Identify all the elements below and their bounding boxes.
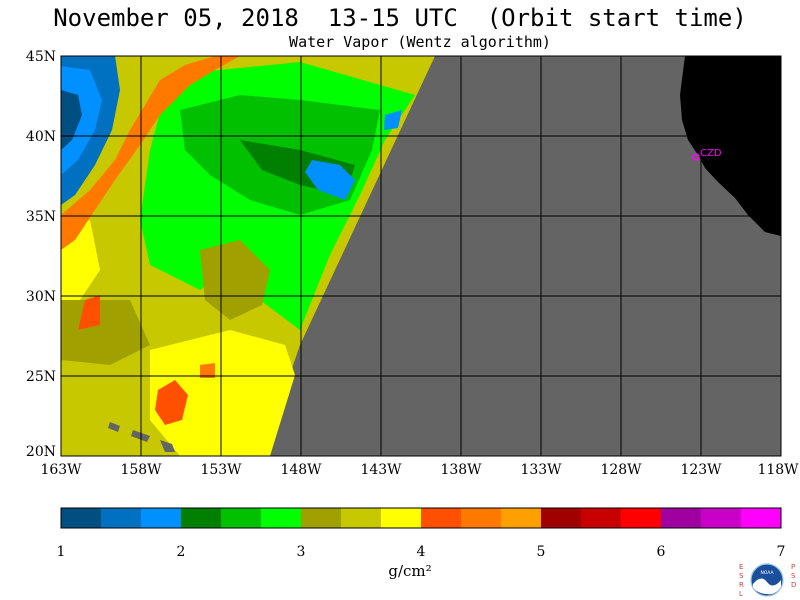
- colorbar-swatch: [181, 508, 222, 528]
- colorbar: [61, 508, 782, 528]
- lon-label: 153W: [200, 462, 242, 478]
- lon-labels: 163W 158W 153W 148W 143W 138W 133W 128W …: [40, 462, 799, 478]
- swath-orange-patch: [155, 380, 188, 425]
- grid-lines: [61, 56, 781, 456]
- lon-label: 133W: [520, 462, 562, 478]
- colorbar-border: [60, 507, 782, 529]
- colorbar-swatch: [421, 508, 462, 528]
- svg-text:L: L: [739, 590, 743, 598]
- map-field: [61, 56, 781, 456]
- swath-orange-band: [61, 56, 240, 250]
- colorbar-swatch: [381, 508, 422, 528]
- colorbar-tick-label: 6: [657, 544, 666, 560]
- colorbar-tick-label: 3: [297, 544, 306, 560]
- lon-label: 143W: [360, 462, 402, 478]
- lon-label: 128W: [600, 462, 642, 478]
- svg-text:D: D: [791, 581, 796, 589]
- colorbar-swatch: [741, 508, 782, 528]
- colorbar-swatch: [581, 508, 622, 528]
- swath-blue-patch-small: [384, 110, 402, 130]
- station-label: CZD: [700, 148, 722, 159]
- map-border: [60, 55, 782, 457]
- colorbar-unit: g/cm²: [388, 562, 432, 580]
- colorbar-swatch: [61, 508, 102, 528]
- colorbar-tick-label: 1: [57, 544, 66, 560]
- colorbar-swatch: [621, 508, 662, 528]
- lon-label: 163W: [40, 462, 82, 478]
- lat-label: 35N: [26, 209, 56, 225]
- colorbar-tick-label: 2: [177, 544, 186, 560]
- colorbar-swatch: [541, 508, 582, 528]
- svg-text:NOAA: NOAA: [760, 570, 774, 576]
- land-california: [680, 56, 781, 236]
- colorbar-ticks: 1 2 3 4 5 6 7: [57, 544, 786, 560]
- swath-yellow: [150, 330, 295, 456]
- svg-text:S: S: [791, 572, 796, 580]
- lat-label: 30N: [26, 289, 56, 305]
- map-subtitle: Water Vapor (Wentz algorithm): [289, 33, 551, 51]
- lon-label: 118W: [757, 462, 799, 478]
- map-title: November 05, 2018 13-15 UTC (Orbit start…: [53, 4, 747, 32]
- swath-blue-patch: [305, 160, 355, 200]
- svg-text:R: R: [739, 581, 744, 589]
- lon-label: 123W: [680, 462, 722, 478]
- station-circle: [692, 153, 700, 161]
- lat-label: 25N: [26, 369, 56, 385]
- lat-label: 20N: [26, 444, 56, 460]
- colorbar-swatch: [101, 508, 142, 528]
- lon-label: 158W: [120, 462, 162, 478]
- colorbar-tick-label: 4: [417, 544, 426, 560]
- colorbar-swatch: [141, 508, 182, 528]
- colorbar-swatch: [301, 508, 342, 528]
- lat-labels: 45N 40N 35N 30N 25N 20N: [26, 49, 56, 460]
- lat-label: 45N: [26, 49, 56, 65]
- swath-olive: [200, 240, 270, 320]
- colorbar-swatch: [341, 508, 382, 528]
- colorbar-swatch: [501, 508, 542, 528]
- colorbar-tick-label: 5: [537, 544, 546, 560]
- lat-label: 40N: [26, 129, 56, 145]
- station-marker: CZD: [692, 148, 722, 161]
- svg-text:P: P: [791, 563, 795, 571]
- svg-text:S: S: [739, 572, 744, 580]
- colorbar-swatch: [661, 508, 702, 528]
- swath-orange-patch-3: [200, 363, 215, 378]
- swath-dry-deep: [61, 90, 82, 150]
- colorbar-swatch: [261, 508, 302, 528]
- lon-label: 138W: [440, 462, 482, 478]
- colorbar-swatch: [701, 508, 742, 528]
- colorbar-tick-label: 7: [777, 544, 786, 560]
- svg-text:E: E: [739, 563, 743, 571]
- colorbar-swatch: [221, 508, 262, 528]
- swath-orange-patch-2: [78, 295, 100, 330]
- lon-label: 148W: [280, 462, 322, 478]
- colorbar-swatch: [461, 508, 502, 528]
